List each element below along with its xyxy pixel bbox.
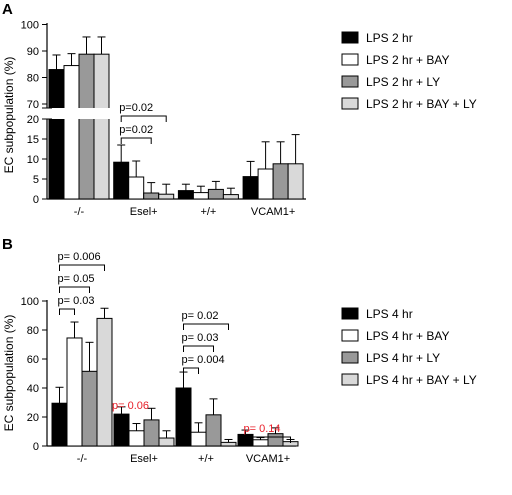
panel-label-b: B bbox=[2, 236, 13, 253]
x-tick-label-vcam1: VCAM1+ bbox=[251, 206, 295, 218]
p-value-label: p=0.02 bbox=[119, 102, 153, 114]
y-tick-label: 0 bbox=[33, 194, 39, 206]
y-tick-label: 80 bbox=[27, 325, 39, 337]
legend-swatch bbox=[341, 351, 359, 364]
significance-bracket bbox=[183, 323, 229, 330]
bar-lps-2-hr-bay-ly bbox=[287, 163, 304, 200]
bar-lps-2-hr-bay bbox=[63, 65, 80, 200]
y-axis-label-a: EC subpopulation (%) bbox=[2, 57, 16, 174]
y-tick-label: 90 bbox=[27, 46, 39, 58]
panel-label-a: A bbox=[2, 1, 13, 18]
y-axis-label-b: EC subpopulation (%) bbox=[2, 315, 16, 432]
bar-lps-2-hr-ly bbox=[272, 163, 289, 200]
significance-bracket bbox=[59, 264, 105, 271]
y-tick-label: 40 bbox=[27, 383, 39, 395]
legend-swatch bbox=[341, 75, 359, 88]
legend-entry-lps-4-hr: LPS 4 hr bbox=[366, 307, 413, 321]
legend-entry-lps-4-hr-bay: LPS 4 hr + BAY bbox=[366, 329, 450, 343]
significance-bracket bbox=[183, 367, 199, 374]
p-value-label: p= 0.14 bbox=[244, 423, 281, 435]
bar-lps-4-hr bbox=[51, 402, 68, 447]
bar-lps-4-hr-bay bbox=[190, 431, 207, 447]
y-tick-label: 70 bbox=[27, 99, 39, 111]
y-tick-label: 0 bbox=[33, 441, 39, 453]
p-value-label: p= 0.03 bbox=[182, 332, 219, 344]
bar-lps-2-hr bbox=[242, 176, 259, 200]
y-tick-label: 5 bbox=[33, 174, 39, 186]
chart-a: 0 5 10 15 20 70 80 90 100 -/- Esel+ +/+ VCAM1+ p=0.02… bbox=[21, 20, 477, 219]
x-tick-label-esel: Esel+ bbox=[130, 453, 158, 465]
legend-swatch bbox=[341, 53, 359, 66]
y-tick-label: 80 bbox=[27, 73, 39, 85]
bar-lps-4-hr-bay bbox=[128, 430, 145, 447]
bar-lps-4-hr-bay bbox=[252, 439, 269, 447]
legend-entry-lps-4-hr-ly: LPS 4 hr + LY bbox=[366, 351, 440, 365]
bar-lps-4-hr-ly bbox=[143, 419, 160, 447]
bar-lps-2-hr-bay-ly bbox=[158, 193, 175, 200]
x-tick-label-: +/+ bbox=[198, 453, 214, 465]
p-value-label: p= 0.05 bbox=[58, 273, 95, 285]
p-value-label: p=0.02 bbox=[119, 124, 153, 136]
y-tick-label: 100 bbox=[21, 296, 39, 308]
x-tick-label-esel: Esel+ bbox=[130, 206, 158, 218]
x-tick-label-: +/+ bbox=[200, 206, 216, 218]
legend-swatch bbox=[341, 97, 359, 110]
x-tick-label-: -/- bbox=[77, 453, 88, 465]
y-tick-label: 100 bbox=[21, 20, 39, 32]
y-tick-label: 20 bbox=[27, 412, 39, 424]
bar-lps-2-hr bbox=[177, 190, 194, 200]
bar-lps-2-hr-ly bbox=[207, 188, 224, 200]
p-value-label: p= 0.004 bbox=[182, 354, 225, 366]
bar-lps-2-hr bbox=[48, 69, 65, 200]
axis-break-gap bbox=[40, 108, 110, 119]
legend-entry-lps-2-hr: LPS 2 hr bbox=[366, 31, 413, 45]
y-tick-label: 15 bbox=[27, 134, 39, 146]
legend-entry-lps-4-hr-bay-ly: LPS 4 hr + BAY + LY bbox=[366, 373, 477, 387]
p-value-label: p= 0.006 bbox=[58, 251, 101, 263]
x-tick-label-: -/- bbox=[74, 206, 85, 218]
bar-lps-4-hr bbox=[175, 387, 192, 447]
significance-bracket bbox=[59, 286, 90, 293]
significance-bracket bbox=[245, 436, 291, 443]
bar-lps-4-hr-ly bbox=[81, 370, 98, 447]
legend-swatch bbox=[341, 307, 359, 320]
p-value-label: p= 0.03 bbox=[58, 295, 95, 307]
significance-bracket bbox=[59, 308, 75, 315]
legend-entry-lps-2-hr-ly: LPS 2 hr + LY bbox=[366, 75, 440, 89]
bar-lps-4-hr-bay-ly bbox=[158, 437, 175, 447]
p-value-label: p= 0.06 bbox=[112, 400, 149, 412]
bar-lps-2-hr-bay bbox=[192, 192, 209, 200]
bar-lps-4-hr-ly bbox=[267, 433, 284, 447]
bar-lps-2-hr-ly bbox=[78, 53, 95, 200]
bar-lps-2-hr-bay bbox=[257, 168, 274, 200]
legend-entry-lps-2-hr-bay-ly: LPS 2 hr + BAY + LY bbox=[366, 97, 477, 111]
bar-lps-4-hr-bay-ly bbox=[220, 441, 237, 447]
y-tick-label: 60 bbox=[27, 354, 39, 366]
legend-swatch bbox=[341, 31, 359, 44]
bar-lps-2-hr-ly bbox=[143, 192, 160, 200]
bar-lps-4-hr-bay-ly bbox=[96, 317, 113, 447]
bar-lps-2-hr-bay-ly bbox=[93, 53, 110, 200]
bar-lps-2-hr-bay bbox=[128, 176, 145, 200]
y-tick-label: 20 bbox=[27, 114, 39, 126]
y-tick-label: 10 bbox=[27, 154, 39, 166]
legend-entry-lps-2-hr-bay: LPS 2 hr + BAY bbox=[366, 53, 450, 67]
p-value-label: p= 0.02 bbox=[182, 310, 219, 322]
chart-b: 0 20 40 60 80 100 -/- Esel+ +/+ VCAM1+ p= 0.006 p= … bbox=[21, 251, 477, 465]
significance-bracket bbox=[183, 345, 214, 352]
significance-bracket bbox=[120, 115, 167, 122]
legend-swatch bbox=[341, 373, 359, 386]
bar-lps-4-hr bbox=[113, 413, 130, 447]
legend-swatch bbox=[341, 329, 359, 342]
x-tick-label-vcam1: VCAM1+ bbox=[246, 453, 290, 465]
bar-lps-4-hr-bay bbox=[66, 337, 83, 447]
bar-lps-2-hr bbox=[113, 161, 130, 200]
bar-lps-2-hr-bay-ly bbox=[222, 194, 239, 200]
bar-lps-4-hr-ly bbox=[205, 414, 222, 447]
significance-bracket bbox=[120, 137, 152, 144]
